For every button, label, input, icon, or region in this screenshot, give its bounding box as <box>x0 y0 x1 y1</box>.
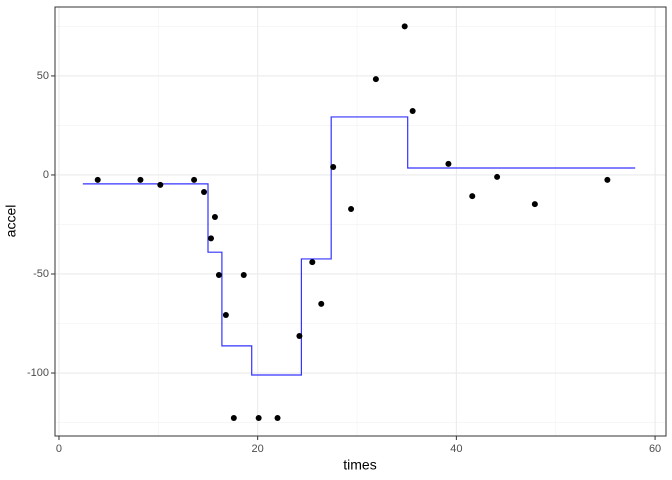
y-tick-label: -100 <box>27 367 49 379</box>
point <box>94 176 101 183</box>
point <box>255 414 262 421</box>
point <box>372 76 379 83</box>
point <box>309 259 316 266</box>
y-tick-label: -50 <box>33 268 49 280</box>
point <box>211 213 218 220</box>
y-axis-title: accel <box>3 205 19 238</box>
point <box>409 107 416 114</box>
point <box>240 271 247 278</box>
point <box>207 235 214 242</box>
point <box>445 160 452 167</box>
point <box>230 414 237 421</box>
x-tick-label: 20 <box>252 443 264 455</box>
point <box>348 206 355 213</box>
point <box>531 201 538 208</box>
y-tick-label: 0 <box>43 169 49 181</box>
point <box>137 176 144 183</box>
point <box>274 414 281 421</box>
point <box>401 23 408 30</box>
y-tick-label: 50 <box>37 70 49 82</box>
point <box>191 176 198 183</box>
point <box>201 188 208 195</box>
step-line <box>82 116 636 376</box>
point <box>330 164 337 171</box>
point <box>469 193 476 200</box>
x-axis-title: times <box>343 457 376 473</box>
point <box>215 271 222 278</box>
x-tick-label: 60 <box>649 443 661 455</box>
x-tick-label: 0 <box>56 443 62 455</box>
point <box>157 181 164 188</box>
x-tick-label: 40 <box>450 443 462 455</box>
point <box>604 176 611 183</box>
point <box>318 300 325 307</box>
point <box>222 311 229 318</box>
panel-border <box>54 6 667 437</box>
point <box>494 173 501 180</box>
point <box>296 332 303 339</box>
